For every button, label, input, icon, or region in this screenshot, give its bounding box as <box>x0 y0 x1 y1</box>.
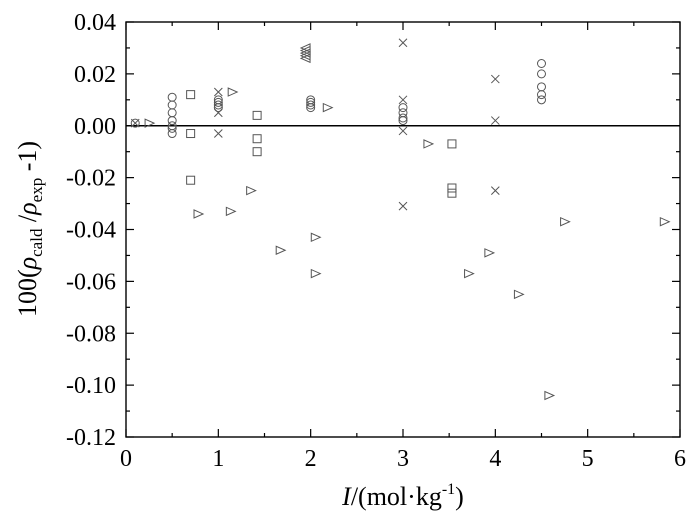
cross-marker <box>398 201 408 211</box>
right-triangle-marker <box>144 118 156 128</box>
y-axis-title: 100(ρcald /ρexp -1) <box>13 141 46 317</box>
x-axis-title: I/(mol·kg-1) <box>341 481 464 511</box>
square-marker <box>447 183 457 193</box>
circle-marker <box>167 129 177 139</box>
right-triangle-marker <box>227 87 239 97</box>
right-triangle-marker <box>225 206 237 217</box>
circle-marker <box>537 90 546 100</box>
cross-marker <box>398 95 408 105</box>
y-tick-label: 0.04 <box>74 10 116 36</box>
square-marker <box>447 139 457 149</box>
y-tick-label: -0.02 <box>66 166 116 192</box>
cross-marker <box>490 186 500 195</box>
circle-marker <box>167 123 177 133</box>
circle-marker <box>306 97 316 107</box>
y-tick-label: -0.08 <box>66 321 116 347</box>
cross-marker <box>490 116 500 125</box>
right-triangle-marker <box>560 216 571 227</box>
circle-marker <box>537 69 546 79</box>
left-triangle-marker <box>299 53 311 64</box>
cross-marker <box>130 118 140 128</box>
circle-marker <box>537 95 546 105</box>
y-tick-label: 0.00 <box>74 114 116 140</box>
cross-marker <box>213 129 223 138</box>
right-triangle-marker <box>484 248 496 258</box>
cross-marker <box>213 87 223 97</box>
axis-tick-labels: 0 1 2 3 4 5 6 -0.12 -0.10 -0.08 -0.06 -0.04 -0.02 0.0… <box>66 10 686 472</box>
y-tick-label: -0.10 <box>66 373 116 399</box>
circle-marker <box>130 118 140 128</box>
right-triangle-marker <box>275 245 287 256</box>
right-triangle-marker <box>464 268 475 279</box>
square-marker <box>186 175 196 185</box>
square-marker <box>186 90 196 100</box>
right-triangle-marker <box>322 102 334 113</box>
square-marker <box>252 134 262 144</box>
x-tick-label: 0 <box>120 446 132 472</box>
x-tick-label: 2 <box>305 446 317 472</box>
circle-marker <box>398 116 408 126</box>
right-triangle-marker <box>310 268 322 279</box>
y-tick-label: -0.12 <box>66 425 116 451</box>
right-triangle-marker <box>246 185 257 196</box>
circle-marker <box>398 103 408 113</box>
x-tick-label: 4 <box>489 446 501 472</box>
cross-marker <box>398 126 408 136</box>
right-triangle-marker <box>513 289 525 300</box>
cross-marker <box>213 108 223 118</box>
circle-marker <box>213 103 223 113</box>
circle-marker <box>213 97 223 107</box>
axis-ticks <box>125 21 681 438</box>
cross-marker <box>398 38 408 48</box>
circle-marker <box>306 103 316 113</box>
y-tick-label: 0.02 <box>74 62 116 88</box>
x-tick-label: 6 <box>674 446 686 472</box>
x-tick-label: 3 <box>397 446 409 472</box>
x-tick-label: 5 <box>582 446 594 472</box>
circle-marker <box>537 59 546 68</box>
square-marker <box>252 147 262 157</box>
square-marker <box>447 188 457 198</box>
right-triangle-marker <box>544 390 556 401</box>
circle-marker <box>398 113 408 123</box>
x-tick-label: 1 <box>212 446 224 472</box>
right-triangle-marker <box>423 139 435 149</box>
square-marker <box>186 129 196 139</box>
y-tick-label: -0.06 <box>66 269 116 295</box>
square-marker <box>252 110 262 120</box>
circle-marker <box>306 100 316 110</box>
right-triangle-marker <box>659 216 671 227</box>
data-markers <box>130 38 671 401</box>
right-triangle-marker <box>310 232 322 243</box>
circle-marker <box>213 100 223 110</box>
cross-marker <box>490 74 500 84</box>
y-tick-label: -0.04 <box>66 218 116 244</box>
right-triangle-marker <box>193 209 205 219</box>
